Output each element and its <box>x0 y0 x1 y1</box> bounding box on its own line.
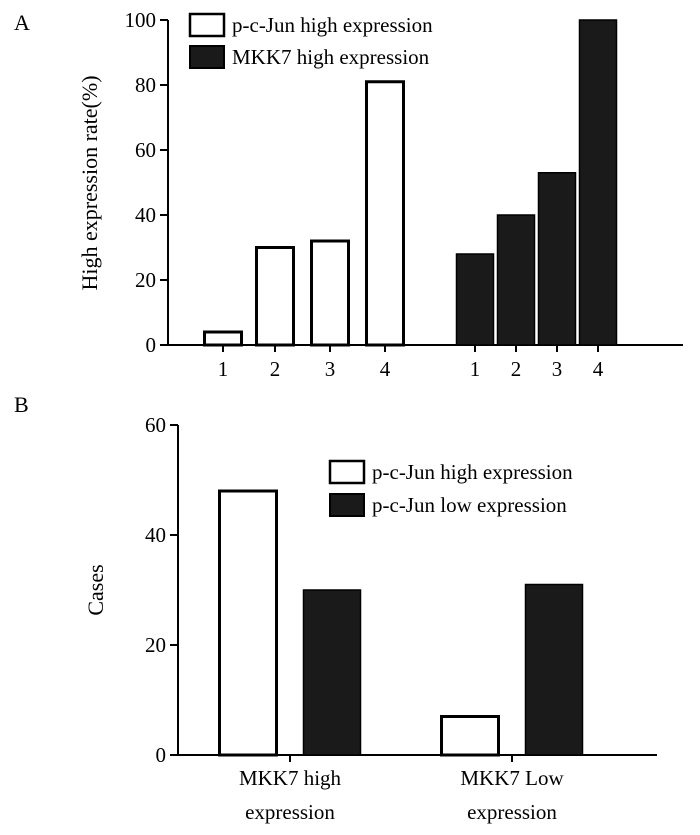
panel-a-y-axis-title: High expression rate(%) <box>77 75 102 290</box>
panel-b-bar <box>302 589 362 756</box>
panel-a-y-tick-label: 80 <box>135 73 156 97</box>
legend-swatch-p-c-jun-high-b <box>328 459 366 485</box>
panel-a-bar <box>496 214 536 346</box>
panel-a-bar <box>365 80 405 347</box>
panel-b-bar <box>524 583 584 756</box>
panel-a-bar <box>578 19 618 346</box>
panel-a-x-tick-label: 3 <box>325 357 336 381</box>
panel-a-x-tick-label: 2 <box>270 357 281 381</box>
legend-swatch-p-c-jun-high <box>188 12 226 38</box>
panel-a-x-tick-label: 1 <box>218 357 229 381</box>
panel-b-y-tick-label: 0 <box>156 743 167 767</box>
panel-a-bar <box>455 253 495 346</box>
panel-b-bar <box>440 715 500 757</box>
panel-a-y-tick-label: 0 <box>146 333 157 357</box>
panel-b-x-tick-label: MKK7 Low <box>460 766 564 790</box>
panel-a-x-tick-label: 3 <box>552 357 563 381</box>
panel-b-y-axis-title: Cases <box>83 564 108 615</box>
panel-b-x-tick-label: expression <box>467 800 557 824</box>
panel-b-legend: p-c-Jun high expression p-c-Jun low expr… <box>328 459 573 517</box>
panel-a-y-tick-label: 100 <box>125 8 157 32</box>
panel-a-chart: 0 20 40 60 80 100 1 2 3 4 1 2 3 4 <box>125 8 683 381</box>
panel-a-y-tick-label: 60 <box>135 138 156 162</box>
panel-b-chart: 0 20 40 60 MKK7 high expression MKK7 Low expres… <box>145 413 657 824</box>
panel-a-x-tick-label: 4 <box>380 357 391 381</box>
legend-swatch-p-c-jun-low-b <box>329 493 365 517</box>
panel-a-x-tick-label: 2 <box>511 357 522 381</box>
panel-b-y-tick-label: 20 <box>145 633 166 657</box>
panel-b-label: B <box>14 392 29 417</box>
panel-a-bar <box>255 246 295 347</box>
panel-a-bar <box>537 172 577 346</box>
panel-a-bar <box>310 239 350 347</box>
legend-label-p-c-jun-low-b: p-c-Jun low expression <box>372 493 567 517</box>
panel-b-x-tick-label: MKK7 high <box>239 766 342 790</box>
panel-a-y-tick-label: 20 <box>135 268 156 292</box>
legend-label-p-c-jun-high-b: p-c-Jun high expression <box>372 460 573 484</box>
panel-a-x-tick-label: 4 <box>593 357 604 381</box>
panel-b-y-tick-label: 60 <box>145 413 166 437</box>
panel-b-bar <box>218 489 278 757</box>
panel-b-x-tick-label: expression <box>245 800 335 824</box>
panel-a-legend: p-c-Jun high expression MKK7 high expres… <box>188 12 433 69</box>
legend-swatch-mkk7-high <box>189 45 225 69</box>
legend-label-p-c-jun-high: p-c-Jun high expression <box>232 13 433 37</box>
panel-a-x-tick-label: 1 <box>470 357 481 381</box>
legend-label-mkk7-high: MKK7 high expression <box>232 45 430 69</box>
panel-a-bar <box>203 330 243 347</box>
panel-a-label: A <box>14 10 30 35</box>
panel-b-y-tick-label: 40 <box>145 523 166 547</box>
panel-a-y-tick-label: 40 <box>135 203 156 227</box>
